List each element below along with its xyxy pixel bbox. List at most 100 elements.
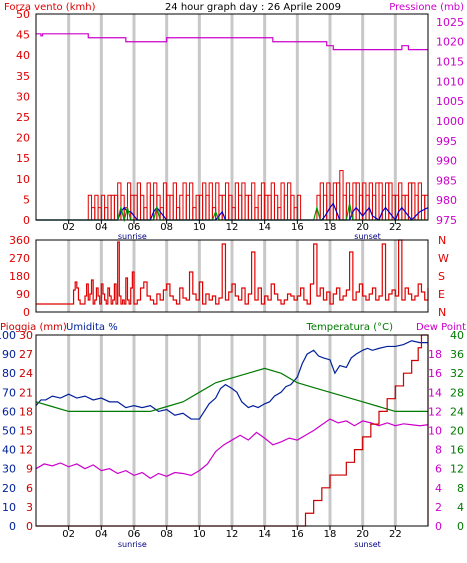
dewpoint-axis-label: Dew Point: [416, 322, 466, 333]
dewpoint-tick-label: 8: [435, 444, 442, 457]
winddir-tick-label: 360: [9, 234, 30, 247]
temperature-tick-label: 20: [450, 425, 464, 438]
wind-tick-label: 15: [16, 152, 30, 165]
dewpoint-tick-label: 16: [428, 367, 442, 380]
pressure-tick-label: 1015: [436, 56, 464, 69]
x-tick-label: 16: [291, 529, 304, 540]
x-tick-label: 20: [356, 222, 369, 233]
temperature-tick-label: 4: [457, 501, 464, 514]
rain-line: [36, 334, 429, 527]
wind-average-line: [36, 202, 429, 222]
x-tick-label: 22: [389, 529, 402, 540]
wind-tick-label: 30: [16, 90, 30, 103]
rain-tick-label: 27: [19, 348, 33, 361]
humidity-tick-label: 100: [0, 329, 16, 342]
humidity-tick-label: 80: [2, 367, 16, 380]
humidity-axis-label: Umidita %: [66, 322, 118, 333]
pressure-line: [36, 33, 428, 51]
compass-label: E: [438, 288, 445, 301]
winddir-tick-label: 180: [9, 270, 30, 283]
dewpoint-tick-label: 6: [435, 463, 442, 476]
pressure-axis-label: Pressione (mb): [389, 2, 464, 13]
temperature-axis-label: Temperatura (°C): [305, 322, 393, 333]
rain-tick-label: 30: [19, 329, 33, 342]
wind-tick-label: 40: [16, 49, 30, 62]
compass-label: N: [438, 306, 446, 319]
temperature-tick-label: 24: [450, 405, 464, 418]
x-tick-label: 14: [258, 222, 271, 233]
rain-axis-label: Pioggia (mm): [0, 322, 67, 333]
temperature-tick-label: 32: [450, 367, 464, 380]
rain-tick-label: 3: [26, 501, 33, 514]
temperature-tick-label: 8: [457, 482, 464, 495]
dewpoint-tick-label: 12: [428, 405, 442, 418]
x-tick-label: 04: [95, 529, 108, 540]
temperature-tick-label: 0: [457, 520, 464, 533]
x-tick-label: 02: [62, 222, 75, 233]
dewpoint-line: [35, 418, 429, 479]
winddir-tick-label: 90: [16, 288, 30, 301]
dewpoint-tick-label: 2: [435, 501, 442, 514]
pressure-tick-label: 980: [436, 194, 457, 207]
page-title: 24 hour graph day : 26 Aprile 2009: [165, 2, 341, 13]
x-tick-label: 22: [389, 222, 402, 233]
wind-tick-label: 25: [16, 111, 30, 124]
x-tick-label: 20: [356, 529, 369, 540]
humidity-tick-label: 90: [2, 348, 16, 361]
temperature-tick-label: 40: [450, 329, 464, 342]
dewpoint-tick-label: 18: [428, 348, 442, 361]
x-tick-label: 06: [128, 529, 141, 540]
dewpoint-tick-label: 0: [435, 520, 442, 533]
x-tick-label: 10: [193, 222, 206, 233]
x-tick-label: 16: [291, 222, 304, 233]
compass-label: N: [438, 234, 446, 247]
winddir-tick-label: 270: [9, 252, 30, 265]
sunrise-label: sunrise: [118, 540, 147, 549]
pressure-tick-label: 1010: [436, 75, 464, 88]
sunset-label: sunset: [354, 540, 381, 549]
x-tick-label: 14: [258, 529, 271, 540]
rain-tick-label: 0: [26, 520, 33, 533]
wind-tick-label: 0: [23, 214, 30, 227]
rain-tick-label: 12: [19, 444, 33, 457]
x-tick-label: 06: [128, 222, 141, 233]
x-tick-label: 08: [160, 529, 173, 540]
wind-tick-label: 20: [16, 132, 30, 145]
pressure-tick-label: 1000: [436, 115, 464, 128]
temperature-tick-label: 16: [450, 444, 464, 457]
rain-tick-label: 24: [19, 367, 33, 380]
panel-frame: [35, 239, 429, 313]
wind-tick-label: 10: [16, 173, 30, 186]
humidity-tick-label: 60: [2, 405, 16, 418]
temperature-tick-label: 36: [450, 348, 464, 361]
humidity-tick-label: 0: [9, 520, 16, 533]
temperature-tick-label: 28: [450, 386, 464, 399]
x-tick-label: 08: [160, 222, 173, 233]
rain-tick-label: 21: [19, 386, 33, 399]
pressure-tick-label: 995: [436, 135, 457, 148]
pressure-tick-label: 990: [436, 155, 457, 168]
wind-axis-label: Forza vento (kmh): [4, 2, 96, 13]
wind-tick-label: 5: [23, 193, 30, 206]
chart-panels: 0510152025303540455097598098599099510001…: [0, 8, 464, 549]
winddir-tick-label: 0: [23, 306, 30, 319]
rain-tick-label: 9: [26, 463, 33, 476]
wind-tick-label: 35: [16, 70, 30, 83]
wind-direction-line: [36, 239, 429, 305]
x-tick-label: 10: [193, 529, 206, 540]
sunrise-label: sunrise: [118, 232, 147, 241]
x-tick-label: 18: [324, 222, 337, 233]
x-tick-label: 02: [62, 529, 75, 540]
compass-label: S: [438, 270, 445, 283]
wind-tick-label: 50: [16, 8, 30, 21]
dewpoint-tick-label: 4: [435, 482, 442, 495]
dewpoint-tick-label: 10: [428, 425, 442, 438]
pressure-tick-label: 1025: [436, 16, 464, 29]
x-tick-label: 12: [226, 222, 239, 233]
humidity-tick-label: 30: [2, 463, 16, 476]
humidity-tick-label: 10: [2, 501, 16, 514]
humidity-tick-label: 70: [2, 386, 16, 399]
pressure-tick-label: 985: [436, 174, 457, 187]
